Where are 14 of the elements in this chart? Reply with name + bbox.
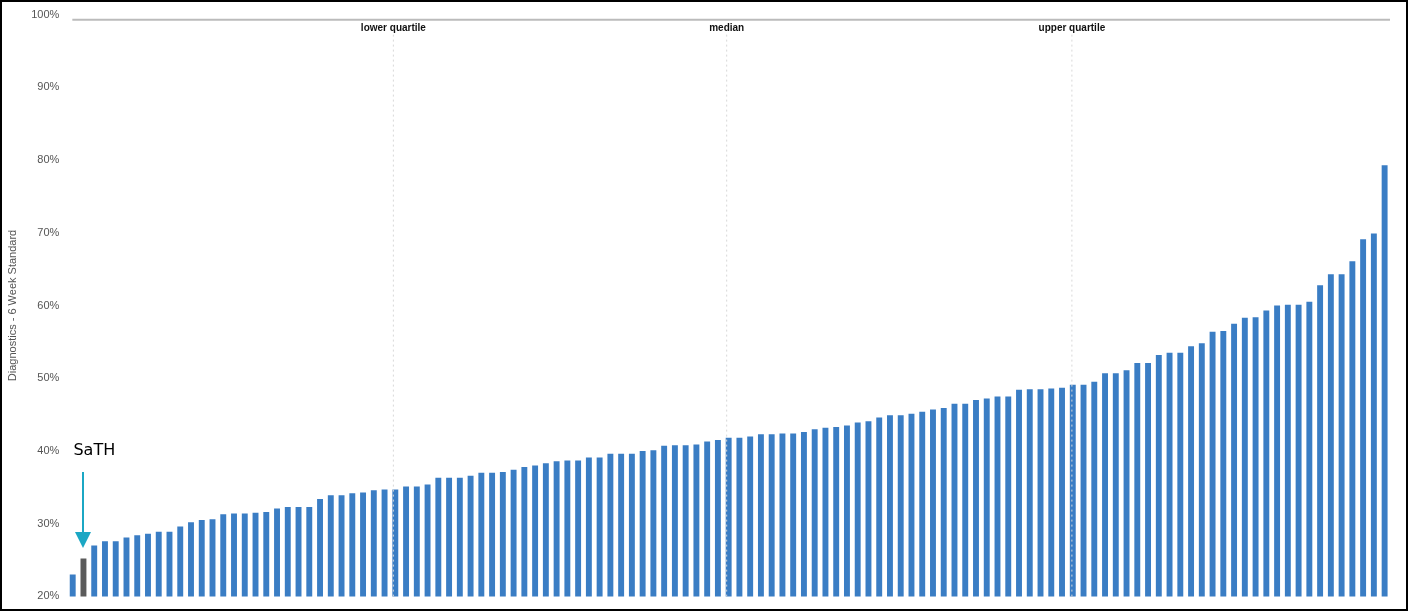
annotation: median [709,22,745,34]
y-tick-label: 40% [37,443,60,456]
y-tick-label: 80% [37,153,60,166]
annotation: SaTH [73,440,116,459]
y-tick-label: 50% [37,371,60,384]
y-axis-title: Diagnostics - 6 Week Standard [5,229,18,382]
annotation: upper quartile [1038,22,1106,34]
annotation: lower quartile [360,22,427,34]
y-tick-label: 100% [31,7,60,20]
y-tick-label: 70% [37,225,60,238]
y-tick-label: 20% [37,589,60,602]
y-tick-label: 60% [37,298,60,311]
y-tick-label: 30% [37,516,60,529]
y-tick-label: 90% [37,80,60,93]
